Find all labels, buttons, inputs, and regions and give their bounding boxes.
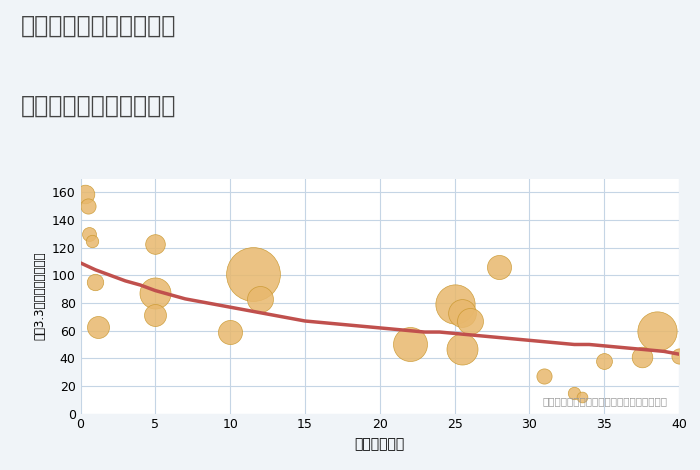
Point — [404, 341, 415, 348]
Y-axis label: 坪（3.3㎡）単価（万円）: 坪（3.3㎡）単価（万円） — [33, 252, 46, 340]
Point — [255, 295, 266, 303]
Point — [568, 389, 580, 397]
X-axis label: 築年数（年）: 築年数（年） — [355, 437, 405, 451]
Point — [636, 353, 648, 360]
Point — [83, 203, 94, 210]
Point — [576, 393, 587, 401]
Point — [93, 323, 104, 330]
Text: 奈良県奈良市東木辻町の: 奈良県奈良市東木辻町の — [21, 14, 176, 38]
Point — [598, 357, 610, 365]
Point — [651, 327, 662, 335]
Point — [79, 190, 90, 197]
Point — [673, 352, 685, 359]
Point — [150, 312, 161, 319]
Point — [87, 237, 98, 244]
Point — [494, 263, 505, 271]
Point — [456, 345, 468, 352]
Point — [456, 309, 468, 316]
Point — [247, 270, 258, 278]
Text: 築年数別中古戸建て価格: 築年数別中古戸建て価格 — [21, 94, 176, 118]
Point — [90, 279, 101, 286]
Point — [150, 240, 161, 247]
Point — [464, 317, 475, 325]
Text: 円の大きさは、取引のあった物件面積を示す: 円の大きさは、取引のあった物件面積を示す — [542, 397, 667, 407]
Point — [539, 373, 550, 380]
Point — [84, 230, 95, 238]
Point — [150, 290, 161, 297]
Point — [449, 301, 460, 308]
Point — [225, 328, 236, 336]
